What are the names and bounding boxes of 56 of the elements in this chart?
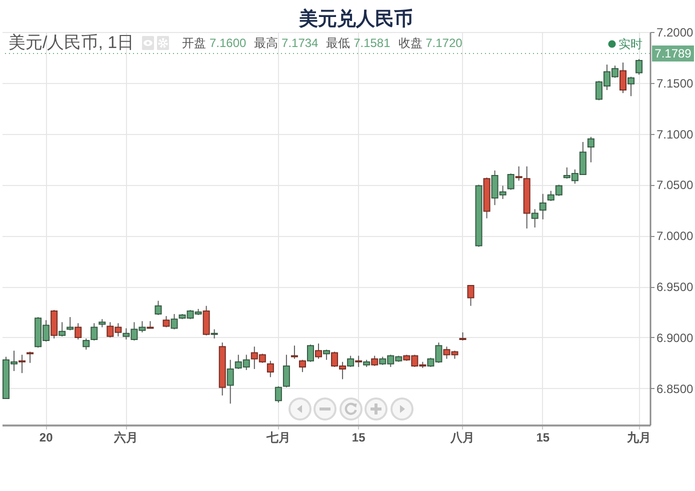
- y-tick-label: 6.9500: [656, 280, 694, 294]
- candlestick: [371, 355, 378, 366]
- x-tick-label: 15: [536, 430, 550, 444]
- candlestick: [154, 300, 162, 316]
- candlestick: [170, 314, 178, 330]
- candlestick: [467, 285, 474, 306]
- annotation: 最高 7.1734: [254, 36, 318, 50]
- candlestick: [515, 166, 522, 182]
- y-tick-label: 6.8500: [656, 382, 694, 396]
- x-tick-label: 六月: [113, 430, 138, 444]
- y-tick-label: 7.0500: [656, 178, 694, 192]
- chart-title: 美元兑人民币: [298, 8, 413, 30]
- annotation: 实时: [618, 36, 642, 51]
- candlestick: [210, 328, 218, 339]
- annotation: 收盘 7.1720: [398, 36, 462, 50]
- x-tick-label: 七月: [265, 430, 290, 444]
- x-tick-label: 20: [39, 430, 54, 444]
- candlestick: [26, 351, 34, 364]
- candlestick: [90, 322, 98, 341]
- chart-subtitle: 美元/人民币, 1日: [8, 32, 134, 52]
- y-tick-label: 7.1000: [656, 127, 694, 142]
- ref-line-label: 7.1789: [654, 46, 692, 60]
- x-tick-label: 九月: [626, 430, 652, 444]
- candlestick: [226, 359, 234, 404]
- x-tick-label: 八月: [450, 430, 475, 444]
- candlestick: [636, 58, 643, 76]
- candlestick: [347, 355, 354, 368]
- candlestick: [315, 343, 322, 360]
- candlestick: [162, 316, 170, 328]
- candlestick: [274, 386, 282, 404]
- candlestick: [82, 338, 90, 350]
- candlestick: [282, 354, 290, 388]
- candlestick: [355, 355, 362, 368]
- candlestick: [306, 344, 314, 362]
- candlestick: [66, 316, 74, 331]
- candlestick: [619, 62, 626, 94]
- y-tick-label: 7.2000: [656, 26, 694, 40]
- candlestick: [507, 173, 514, 190]
- candlestick: [266, 360, 274, 378]
- candlestick: [587, 136, 594, 163]
- x-tick-label: 15: [352, 430, 366, 444]
- annotation: 开盘 7.1600: [182, 36, 246, 50]
- y-tick-label: 6.9000: [656, 330, 694, 345]
- candlestick: [531, 208, 538, 228]
- candlestick: [298, 359, 306, 373]
- candlestick: [539, 193, 546, 220]
- candlestick: [323, 349, 330, 360]
- candlestick: [18, 354, 26, 374]
- y-tick-label: 7.1500: [656, 76, 694, 90]
- candlestick: [290, 345, 298, 360]
- candlestick: [202, 305, 210, 336]
- annotation: 最低 7.1581: [326, 36, 390, 50]
- candlestick: [628, 76, 635, 97]
- candlestick: [74, 322, 82, 340]
- candlestick: [58, 322, 66, 337]
- y-tick-label: 7.0000: [656, 229, 694, 244]
